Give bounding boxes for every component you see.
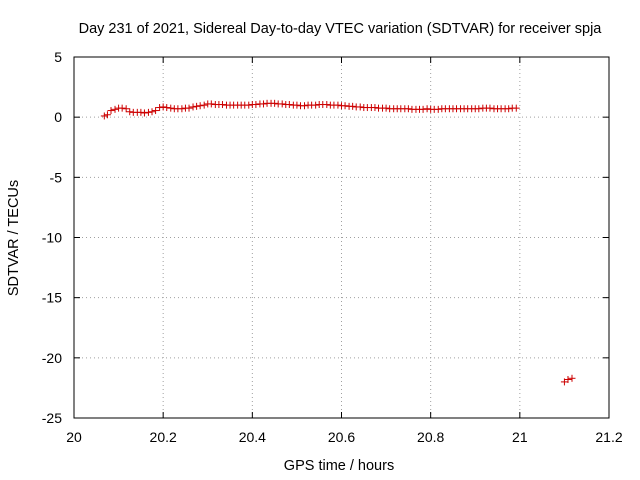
- y-tick-label: -10: [42, 230, 62, 246]
- x-tick-label: 20.6: [328, 429, 355, 445]
- data-point-plus: [185, 104, 193, 112]
- data-point-plus: [341, 102, 349, 110]
- data-point-plus: [163, 104, 171, 112]
- data-point-plus: [156, 104, 164, 112]
- data-point-plus: [382, 104, 390, 112]
- data-point-plus: [371, 104, 379, 112]
- data-point-plus: [323, 101, 331, 109]
- data-point-plus: [505, 105, 513, 113]
- data-point-plus: [259, 100, 267, 108]
- data-point-plus: [111, 105, 119, 113]
- data-point-plus: [122, 105, 130, 113]
- data-point-plus: [207, 100, 215, 108]
- data-point-plus: [300, 102, 308, 110]
- data-point-plus: [200, 101, 208, 109]
- x-tick-label: 21: [512, 429, 528, 445]
- data-point-plus: [568, 374, 576, 382]
- data-point-plus: [349, 102, 357, 110]
- data-point-plus: [486, 104, 494, 112]
- chart-title: Day 231 of 2021, Sidereal Day-to-day VTE…: [79, 21, 603, 37]
- data-point-plus: [196, 102, 204, 110]
- data-point-plus: [107, 107, 115, 115]
- data-point-plus: [144, 108, 152, 116]
- data-point-plus: [137, 108, 145, 116]
- data-point-plus: [189, 103, 197, 111]
- data-point-plus: [159, 103, 167, 111]
- x-tick-labels: 20 20.2 20.4 20.6 20.8 21 21.2: [66, 429, 623, 445]
- data-points: [100, 99, 576, 386]
- data-point-plus: [167, 104, 175, 112]
- data-point-plus: [560, 378, 568, 386]
- data-point-plus: [103, 111, 111, 119]
- data-point-plus: [118, 104, 126, 112]
- x-axis-label: GPS time / hours: [284, 458, 394, 474]
- data-point-plus: [245, 101, 253, 109]
- y-tick-label: -25: [42, 410, 62, 426]
- data-point-plus: [218, 101, 226, 109]
- x-tick-label: 21.2: [595, 429, 622, 445]
- data-point-plus: [271, 99, 279, 107]
- data-point-plus: [178, 105, 186, 113]
- x-tick-label: 20.2: [150, 429, 177, 445]
- data-point-plus: [404, 105, 412, 113]
- data-point-plus: [434, 105, 442, 113]
- data-point-plus: [140, 109, 148, 117]
- data-point-plus: [252, 101, 260, 109]
- x-tick-label: 20.4: [239, 429, 266, 445]
- y-tick-labels: -25 -20 -15 -10 -5 0 5: [42, 49, 62, 426]
- data-point-plus: [278, 100, 286, 108]
- y-tick-label: -5: [50, 169, 63, 185]
- x-tick-label: 20: [66, 429, 82, 445]
- x-tick-label: 20.8: [417, 429, 444, 445]
- data-point-plus: [564, 375, 572, 383]
- y-tick-label: 0: [54, 109, 62, 125]
- data-point-plus: [126, 108, 134, 116]
- plot-area-frame: [73, 56, 610, 419]
- grid-lines: [74, 57, 609, 418]
- data-point-plus: [512, 104, 520, 112]
- y-tick-label: -15: [42, 290, 62, 306]
- data-point-plus: [312, 101, 320, 109]
- data-point-plus: [423, 105, 431, 113]
- data-point-plus: [419, 105, 427, 113]
- data-point-plus: [356, 103, 364, 111]
- data-point-plus: [285, 101, 293, 109]
- y-tick-label: -20: [42, 350, 62, 366]
- y-tick-label: 5: [54, 49, 62, 65]
- data-point-plus: [293, 101, 301, 109]
- data-point-plus: [475, 105, 483, 113]
- data-point-plus: [334, 101, 342, 109]
- data-point-plus: [152, 107, 160, 115]
- data-point-plus: [100, 112, 108, 120]
- data-point-plus: [148, 108, 156, 116]
- y-axis-label: SDTVAR / TECUs: [6, 180, 22, 296]
- data-point-plus: [193, 102, 201, 110]
